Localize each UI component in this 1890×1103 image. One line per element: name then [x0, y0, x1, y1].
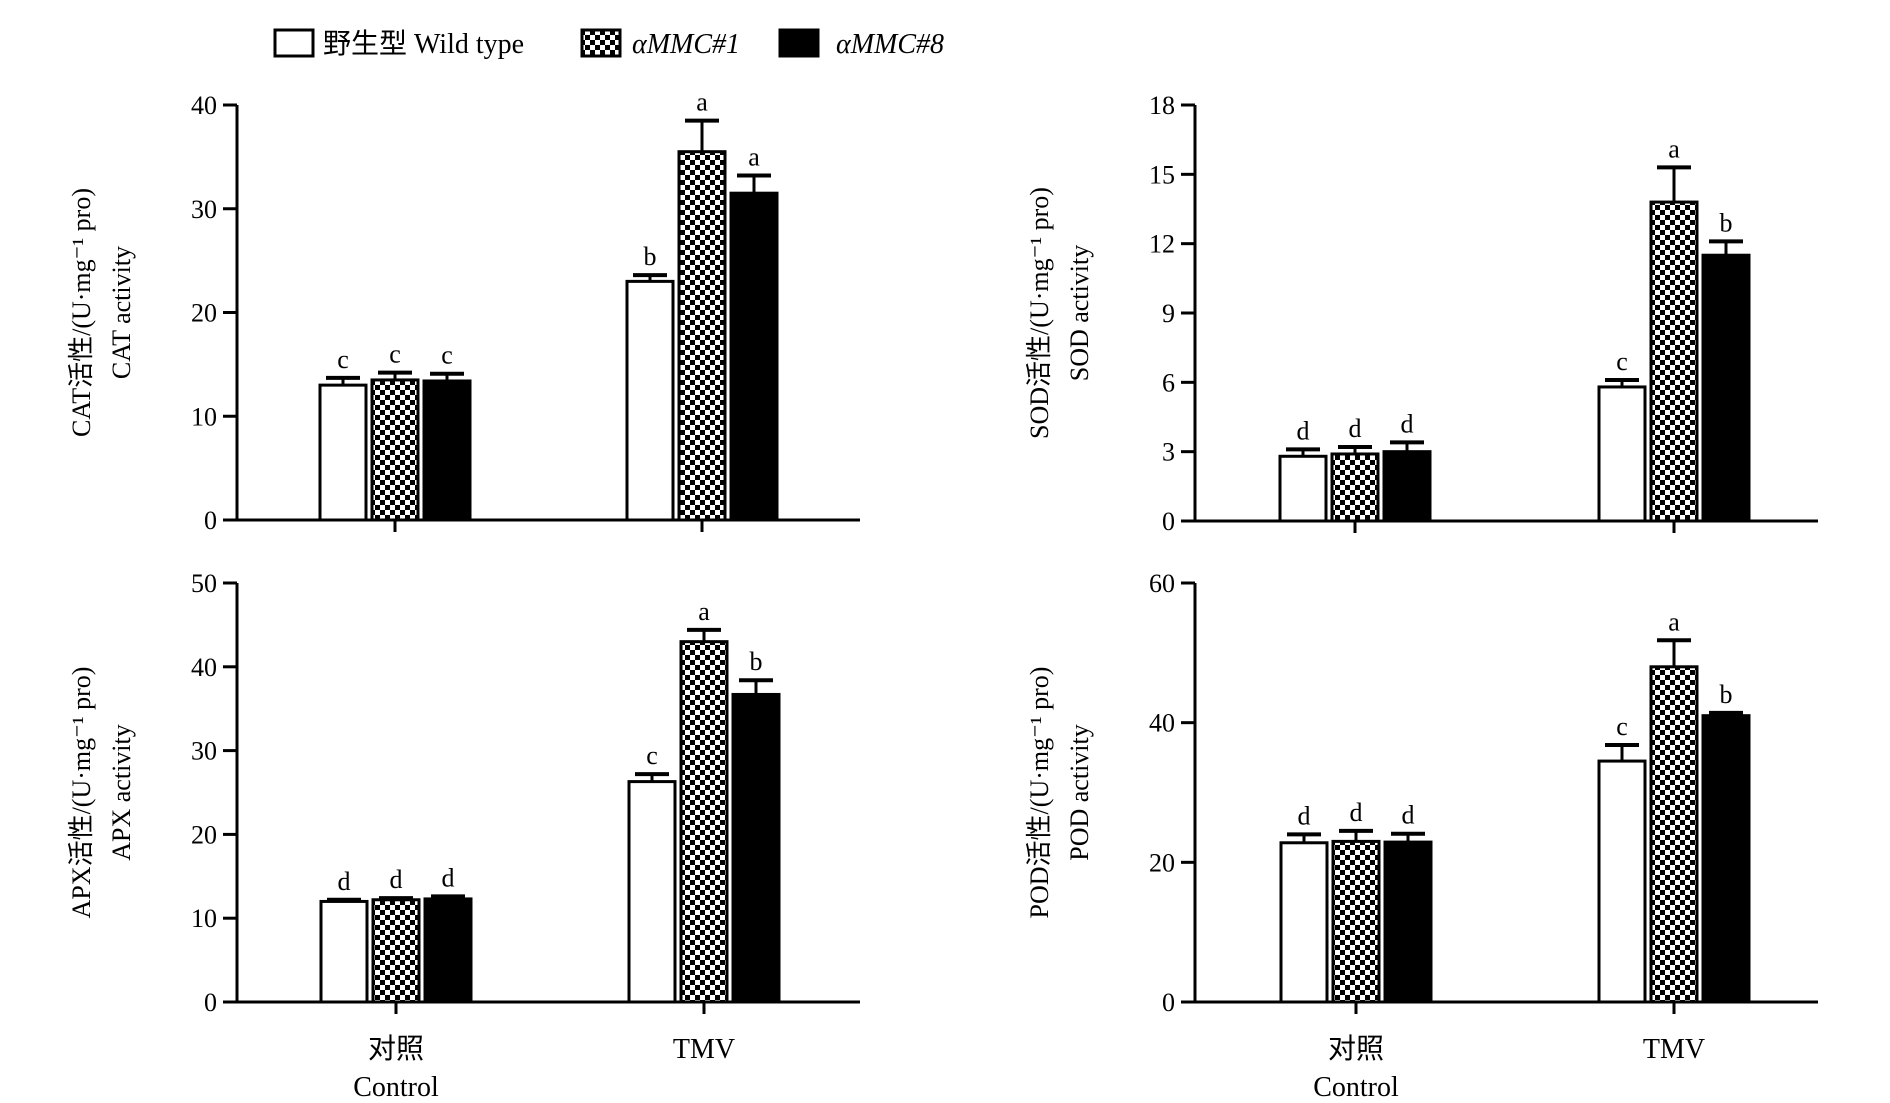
bar-ammc8-g2 — [731, 692, 781, 1004]
bar-ammc8-g1 — [423, 897, 473, 1004]
y-tick-label: 12 — [1149, 230, 1175, 259]
chart-panel-2: d c d a d b 0 3 6 9 12 15 18 SOD活性/(U·mg⁻¹ pro) SOD ac… — [1025, 91, 1818, 536]
bar-ammc1-g2 — [1649, 200, 1699, 523]
bar-wild-type-g1 — [1279, 841, 1329, 1004]
bar-wild-type-g2 — [1597, 385, 1647, 523]
bar-ammc1-g2 — [1649, 665, 1699, 1004]
bar-ammc8-g1 — [1382, 450, 1432, 523]
y-tick-label: 30 — [191, 195, 217, 224]
bar-ammc8-g2 — [1701, 714, 1751, 1004]
significance-letter-wild-type-g1: d — [338, 867, 351, 896]
bar-wild-type-g2 — [627, 780, 677, 1004]
significance-letter-wild-type-g2: c — [1616, 712, 1628, 741]
y-tick-label: 20 — [191, 299, 217, 328]
y-axis-label-line2: POD activity — [1065, 724, 1094, 861]
y-tick-label: 18 — [1149, 91, 1175, 120]
significance-letter-ammc1-g2: a — [696, 88, 708, 117]
y-tick-label: 0 — [204, 506, 217, 535]
significance-letter-wild-type-g2: c — [1616, 347, 1628, 376]
y-tick-label: 0 — [204, 988, 217, 1017]
significance-letter-ammc8-g1: c — [441, 341, 453, 370]
y-tick-label: 40 — [1149, 709, 1175, 738]
bar-ammc1-g1 — [370, 378, 420, 522]
significance-letter-ammc8-g2: b — [1720, 208, 1733, 237]
bar-ammc1-g2 — [679, 640, 729, 1004]
chart-panel-1: c b c a c a 0 10 20 30 40 CAT活性/(U·mg⁻¹ pro) CAT act… — [67, 88, 860, 535]
bar-ammc8-g1 — [1383, 840, 1433, 1004]
x-category-label-en: Control — [353, 1072, 439, 1103]
significance-letter-ammc1-g1: c — [389, 340, 401, 369]
significance-letter-wild-type-g1: d — [1298, 801, 1311, 830]
bar-ammc1-g2 — [677, 150, 727, 522]
y-tick-label: 6 — [1162, 368, 1175, 397]
significance-letter-wild-type-g2: b — [644, 242, 657, 271]
y-axis-label-line1: SOD活性/(U·mg⁻¹ pro) — [1025, 187, 1054, 439]
legend-label-wild-type: 野生型 Wild type — [323, 28, 524, 60]
y-tick-label: 0 — [1162, 507, 1175, 536]
chart-panel-3: d c d a d b 0 10 20 30 40 50 对照 Control TMV APX活性/(U·mg… — [67, 569, 860, 1103]
y-tick-label: 9 — [1162, 299, 1175, 328]
significance-letter-wild-type-g1: d — [1297, 416, 1310, 445]
y-tick-label: 40 — [191, 653, 217, 682]
y-axis-label-line2: CAT activity — [107, 246, 136, 379]
legend-label-ammc8: αMMC#8 — [836, 29, 944, 60]
significance-letter-ammc8-g1: d — [442, 863, 455, 892]
y-tick-label: 20 — [191, 820, 217, 849]
y-tick-label: 3 — [1162, 438, 1175, 467]
x-category-label-en: Control — [1313, 1072, 1399, 1103]
bar-ammc8-g1 — [422, 379, 472, 522]
bar-ammc8-g2 — [1701, 253, 1751, 523]
legend-swatch-wild-type — [273, 28, 315, 58]
bar-ammc1-g1 — [1330, 452, 1380, 523]
bar-ammc1-g1 — [371, 898, 421, 1004]
legend-label-ammc1: αMMC#1 — [632, 29, 740, 60]
legend-swatch-ammc1 — [580, 28, 622, 58]
bar-ammc1-g1 — [1331, 839, 1381, 1004]
y-tick-label: 50 — [191, 569, 217, 598]
significance-letter-ammc1-g2: a — [1668, 134, 1680, 163]
significance-letter-ammc8-g2: a — [748, 143, 760, 172]
legend: 野生型 Wild type αMMC#1 αMMC#8 — [273, 28, 944, 60]
significance-letter-ammc8-g2: b — [750, 647, 763, 676]
bar-ammc8-g2 — [729, 191, 779, 522]
y-axis-label-line2: SOD activity — [1065, 245, 1094, 382]
significance-letter-ammc8-g2: b — [1720, 680, 1733, 709]
y-tick-label: 15 — [1149, 160, 1175, 189]
significance-letter-ammc1-g1: d — [390, 865, 403, 894]
y-tick-label: 10 — [191, 904, 217, 933]
y-axis-label-line2: APX activity — [107, 724, 136, 861]
significance-letter-ammc1-g1: d — [1349, 414, 1362, 443]
x-category-label-cn: 对照 — [368, 1033, 424, 1065]
significance-letter-ammc1-g2: a — [1668, 607, 1680, 636]
bar-wild-type-g1 — [1278, 454, 1328, 523]
y-axis-label-line1: APX活性/(U·mg⁻¹ pro) — [67, 667, 96, 919]
significance-letter-ammc8-g1: d — [1401, 409, 1414, 438]
x-category-label-cn: 对照 — [1328, 1033, 1384, 1065]
significance-letter-ammc8-g1: d — [1402, 801, 1415, 830]
significance-letter-ammc1-g2: a — [698, 597, 710, 626]
y-tick-label: 0 — [1162, 988, 1175, 1017]
y-tick-label: 40 — [191, 91, 217, 120]
significance-letter-ammc1-g1: d — [1350, 798, 1363, 827]
bar-wild-type-g2 — [625, 279, 675, 522]
x-category-label-en: TMV — [1643, 1034, 1705, 1065]
y-axis-label-line1: POD活性/(U·mg⁻¹ pro) — [1025, 667, 1054, 919]
bar-wild-type-g1 — [319, 899, 369, 1004]
y-tick-label: 30 — [191, 737, 217, 766]
significance-letter-wild-type-g1: c — [337, 345, 349, 374]
y-tick-label: 60 — [1149, 569, 1175, 598]
y-tick-label: 20 — [1149, 848, 1175, 877]
y-tick-label: 10 — [191, 402, 217, 431]
significance-letter-wild-type-g2: c — [646, 741, 658, 770]
x-category-label-en: TMV — [673, 1034, 735, 1065]
chart-panel-4: d c d a d b 0 20 40 60 对照 Control TMV POD活性/(U·mg⁻¹ p… — [1025, 569, 1818, 1103]
bar-wild-type-g2 — [1597, 759, 1647, 1004]
bar-wild-type-g1 — [318, 383, 368, 522]
legend-swatch-ammc8 — [778, 28, 820, 58]
y-axis-label-line1: CAT活性/(U·mg⁻¹ pro) — [67, 188, 96, 437]
